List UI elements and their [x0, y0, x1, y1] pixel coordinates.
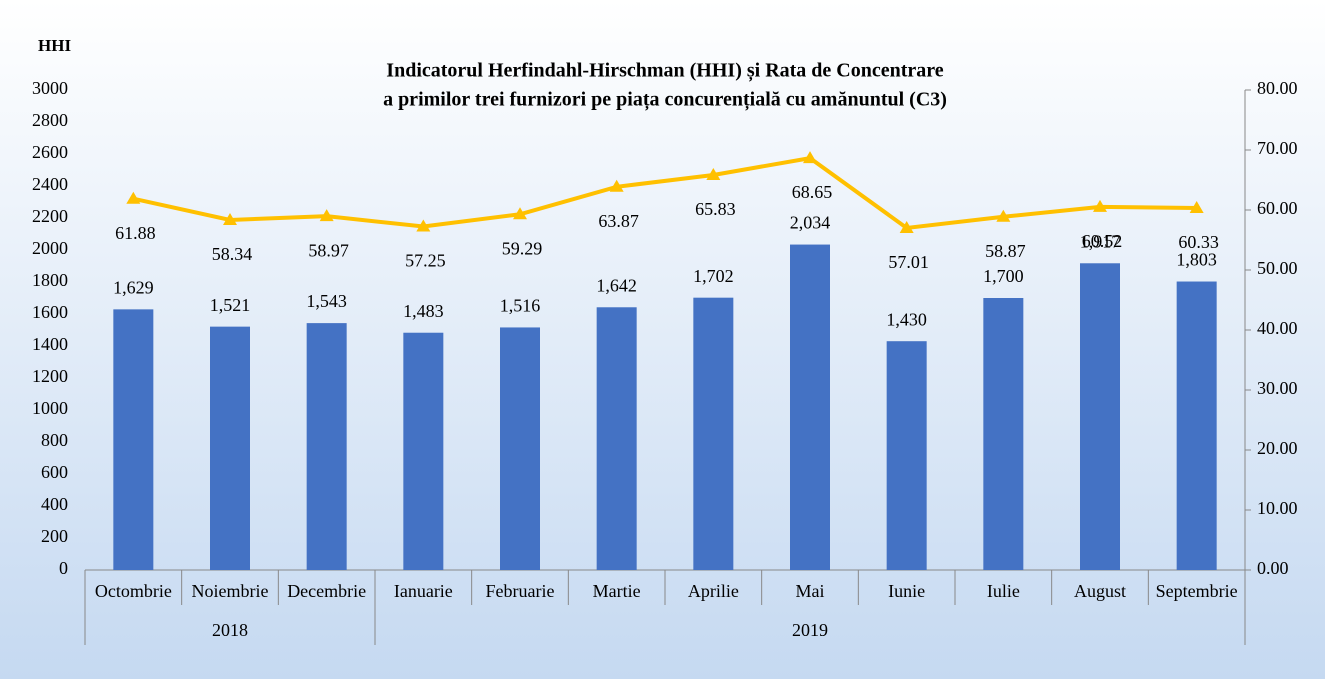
bar — [886, 341, 927, 570]
y-tick-label: 0 — [59, 558, 68, 578]
y2-tick-label: 10.00 — [1257, 498, 1298, 518]
y2-tick-label: 20.00 — [1257, 438, 1298, 458]
line-value-label: 60.52 — [1082, 231, 1123, 251]
chart-title: Indicatorul Herfindahl-Hirschman (HHI) ș… — [386, 60, 944, 83]
line-marker — [996, 209, 1011, 222]
y-tick-label: 2600 — [32, 142, 68, 162]
line-marker — [416, 219, 431, 232]
line-marker — [706, 168, 721, 181]
line-marker — [1093, 199, 1107, 212]
bar-value-label: 1,700 — [983, 266, 1024, 286]
y-tick-label: 2000 — [32, 238, 68, 258]
bar — [1080, 263, 1120, 570]
line-value-label: 58.34 — [212, 244, 253, 264]
y-tick-label: 2400 — [32, 174, 68, 194]
x-tick-label: Iulie — [987, 581, 1020, 601]
y2-tick-label: 80.00 — [1257, 78, 1298, 98]
y-tick-label: 2800 — [32, 110, 68, 130]
line-marker — [899, 220, 914, 233]
line-marker — [223, 212, 237, 225]
x-tick-label: Iunie — [888, 581, 925, 601]
line — [132, 155, 1197, 231]
x-tick-label: Aprilie — [688, 581, 739, 601]
y-tick-label: 2200 — [32, 206, 68, 226]
y2-tick-label: 60.00 — [1257, 198, 1298, 218]
line-value-label: 65.83 — [695, 199, 736, 219]
line-value-label: 61.88 — [115, 223, 156, 243]
x-tick-label: Mai — [796, 581, 825, 601]
y-tick-label: 1600 — [32, 302, 68, 322]
y-tick-label: 400 — [41, 494, 68, 514]
y2-tick-label: 50.00 — [1257, 258, 1298, 278]
x-tick-label: Octombrie — [95, 581, 172, 601]
bar-value-label: 2,034 — [790, 213, 831, 233]
y2-tick-label: 0.00 — [1257, 558, 1289, 578]
group-label: 2019 — [792, 620, 828, 640]
y2-tick-label: 70.00 — [1257, 138, 1298, 158]
bar — [596, 307, 637, 570]
bar — [500, 327, 540, 570]
y-tick-label: 3000 — [32, 78, 68, 98]
x-tick-label: Decembrie — [287, 581, 366, 601]
chart-title: a primilor trei furnizori pe piața concu… — [383, 89, 947, 112]
bar — [790, 244, 830, 570]
y-tick-label: 1400 — [32, 334, 68, 354]
line-value-label: 59.29 — [502, 238, 543, 258]
y2-tick-label: 30.00 — [1257, 378, 1298, 398]
line-marker — [803, 151, 817, 164]
bar — [983, 298, 1024, 570]
group-label: 2018 — [212, 620, 248, 640]
line-value-label: 57.25 — [405, 251, 446, 271]
line-value-label: 63.87 — [598, 211, 639, 231]
line-value-label: 60.33 — [1178, 232, 1219, 252]
line-marker — [319, 209, 334, 222]
line-value-label: 58.87 — [985, 241, 1026, 261]
bar-value-label: 1,702 — [693, 266, 734, 286]
bar — [403, 332, 444, 570]
y2-tick-label: 40.00 — [1257, 318, 1298, 338]
bar-value-label: 1,430 — [886, 309, 927, 329]
bar-value-label: 1,642 — [596, 275, 637, 295]
y-tick-label: 200 — [41, 526, 68, 546]
bar-value-label: 1,803 — [1176, 250, 1217, 270]
y-tick-label: 800 — [41, 430, 68, 450]
y-axis-label: HHI — [38, 36, 71, 55]
x-tick-label: Februarie — [486, 581, 555, 601]
y-tick-label: 1200 — [32, 366, 68, 386]
line-value-label: 58.97 — [308, 240, 349, 260]
x-tick-label: Ianuarie — [394, 581, 453, 601]
bar-value-label: 1,483 — [403, 301, 444, 321]
x-tick-label: August — [1074, 581, 1126, 601]
line-marker — [609, 179, 624, 192]
line-value-label: 57.01 — [888, 252, 929, 272]
line-marker — [513, 207, 527, 220]
bar — [113, 309, 154, 570]
bar-value-label: 1,629 — [113, 277, 154, 297]
x-tick-label: Noiembrie — [192, 581, 269, 601]
bar — [1176, 281, 1217, 570]
bar — [306, 323, 347, 570]
x-tick-label: Septembrie — [1156, 581, 1238, 601]
bar-value-label: 1,521 — [210, 295, 251, 315]
x-tick-label: Martie — [593, 581, 641, 601]
y-tick-label: 1800 — [32, 270, 68, 290]
bar — [693, 297, 734, 570]
line-marker — [126, 191, 141, 204]
line-marker — [1189, 201, 1204, 214]
line-value-label: 68.65 — [792, 182, 833, 202]
bar — [210, 326, 250, 570]
bar-value-label: 1,516 — [500, 296, 541, 316]
y-tick-label: 1000 — [32, 398, 68, 418]
y-tick-label: 600 — [41, 462, 68, 482]
bar-value-label: 1,543 — [306, 291, 347, 311]
bar-value-label: 1,917 — [1080, 231, 1121, 251]
